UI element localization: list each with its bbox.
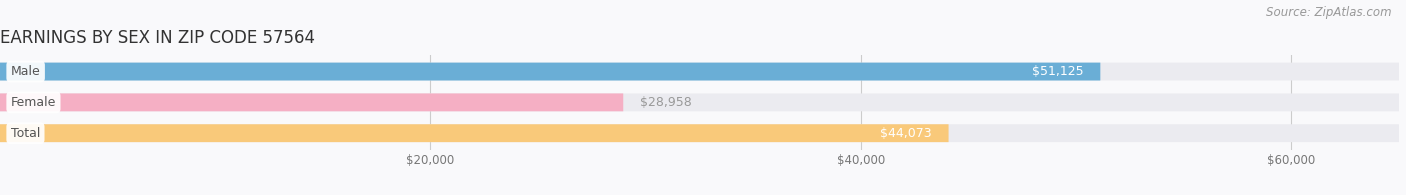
Text: EARNINGS BY SEX IN ZIP CODE 57564: EARNINGS BY SEX IN ZIP CODE 57564 — [0, 29, 315, 47]
Text: Source: ZipAtlas.com: Source: ZipAtlas.com — [1267, 6, 1392, 19]
Text: $51,125: $51,125 — [1032, 65, 1083, 78]
Text: Total: Total — [11, 127, 41, 140]
FancyBboxPatch shape — [0, 63, 1101, 81]
FancyBboxPatch shape — [0, 93, 1399, 111]
FancyBboxPatch shape — [0, 124, 949, 142]
FancyBboxPatch shape — [0, 93, 623, 111]
FancyBboxPatch shape — [0, 124, 1399, 142]
Text: $44,073: $44,073 — [880, 127, 931, 140]
FancyBboxPatch shape — [0, 63, 1399, 81]
Text: Female: Female — [11, 96, 56, 109]
Text: Male: Male — [11, 65, 41, 78]
Text: $28,958: $28,958 — [641, 96, 692, 109]
